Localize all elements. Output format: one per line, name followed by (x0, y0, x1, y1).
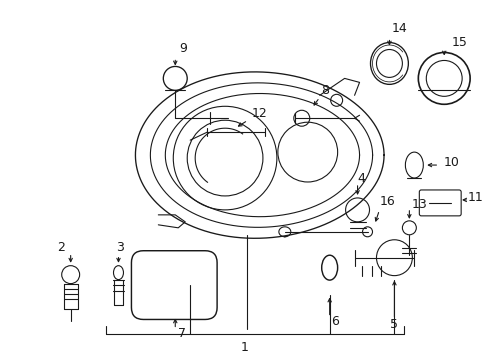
Text: 4: 4 (357, 171, 365, 185)
Text: 10: 10 (442, 156, 458, 168)
Text: 16: 16 (379, 195, 394, 208)
Text: 8: 8 (320, 84, 328, 97)
Text: 14: 14 (391, 22, 407, 35)
Text: 5: 5 (389, 318, 398, 331)
Text: 12: 12 (251, 107, 267, 120)
Text: 13: 13 (410, 198, 427, 211)
Text: 9: 9 (179, 42, 187, 55)
Text: 6: 6 (330, 315, 338, 328)
Text: 2: 2 (57, 241, 64, 254)
Text: 11: 11 (466, 192, 482, 204)
Text: 3: 3 (116, 241, 124, 254)
Text: 15: 15 (450, 36, 466, 49)
Text: 1: 1 (241, 341, 248, 354)
Text: 7: 7 (178, 327, 186, 340)
